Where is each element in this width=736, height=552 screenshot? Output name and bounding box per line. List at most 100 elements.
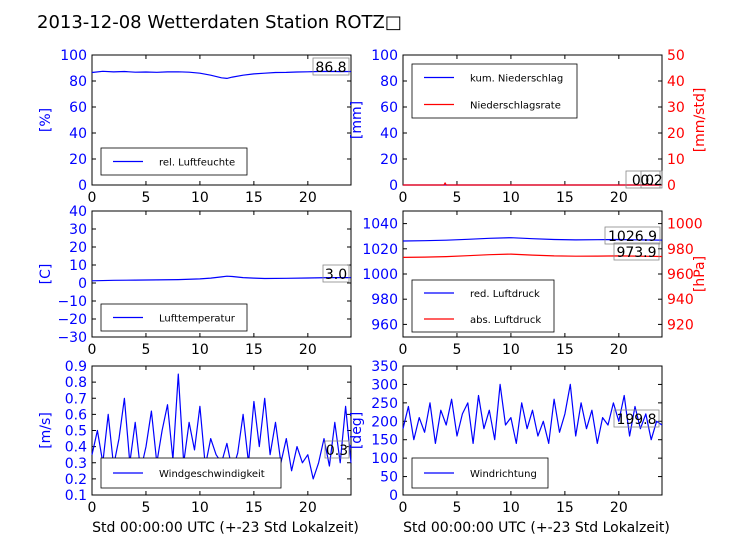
value-box	[604, 226, 661, 245]
x-tick-label: 0	[399, 190, 408, 206]
y2-tick-label: 10	[667, 152, 685, 168]
x-tick-label: 0	[88, 500, 97, 516]
x-tick-label: 0	[88, 342, 97, 358]
value-label: 0.2	[640, 173, 662, 189]
legend-label: rel. Luftfeuchte	[159, 158, 235, 169]
value-box	[613, 409, 660, 428]
y-tick-label: 1000	[362, 267, 398, 283]
y2-tick-label: 0	[667, 178, 676, 194]
y-tick-label: 0.4	[65, 440, 87, 456]
y2-tick-label: 940	[667, 292, 694, 308]
x-tick-label: 10	[191, 190, 209, 206]
y-tick-label: 0.9	[65, 359, 87, 375]
y-tick-label: −10	[57, 294, 87, 310]
legend-label: Windrichtung	[470, 469, 537, 480]
series-line-1	[91, 275, 351, 282]
y2-tick-label: 980	[667, 242, 694, 258]
value-box	[324, 440, 350, 459]
legend-label: Lufttemperatur	[159, 314, 236, 325]
y-tick-label: −20	[57, 312, 87, 328]
y-tick-label: 0.7	[65, 391, 87, 407]
value-label: 86.8	[315, 60, 346, 76]
legend-label: Windgeschwindigkeit	[159, 469, 265, 480]
y2-tick-label: 920	[667, 317, 694, 333]
y-tick-label: 80	[69, 74, 87, 90]
y2-tick-label: 960	[667, 267, 694, 283]
y-tick-label: −30	[57, 330, 87, 346]
value-label: 0.0	[632, 173, 654, 189]
x-tick-label: 10	[502, 190, 520, 206]
value-box	[640, 170, 663, 189]
value-label: 3.0	[325, 267, 347, 283]
y-tick-label: 960	[371, 317, 398, 333]
legend-label: abs. Luftdruck	[470, 315, 541, 326]
y-axis-label: [mm]	[349, 101, 365, 139]
y-tick-label: 0.3	[65, 456, 87, 472]
y-tick-label: 0	[78, 178, 87, 194]
legend-label: kum. Niederschlag	[470, 74, 563, 85]
y-tick-label: 0.6	[65, 407, 87, 423]
legend: Windgeschwindigkeit	[100, 457, 282, 489]
legend: rel. Luftfeuchte	[100, 147, 248, 176]
value-box	[613, 242, 660, 261]
legend-label: red. Luftdruck	[470, 289, 540, 300]
x-tick-label: 0	[88, 190, 97, 206]
legend-box	[411, 63, 578, 119]
x-tick-label: 10	[502, 342, 520, 358]
x-tick-label: 15	[556, 500, 574, 516]
x-tick-label: 0	[399, 500, 408, 516]
y-tick-label: 0.5	[65, 424, 87, 440]
x-tick-label: 20	[299, 342, 317, 358]
y-axis-label: [deg]	[349, 412, 365, 449]
series-line-2	[403, 182, 662, 186]
y-tick-label: 40	[69, 126, 87, 142]
y2-axis-label: [hPa]	[692, 256, 708, 292]
value-box	[312, 57, 350, 76]
y-axis-label: [C]	[38, 264, 54, 285]
y-tick-label: 20	[69, 152, 87, 168]
series-line-2	[402, 253, 663, 258]
y-tick-label: 100	[60, 48, 87, 64]
x-axis-label: Std 00:00:00 UTC (+-23 Std Lokalzeit)	[92, 520, 359, 536]
y2-axis-label: [mm/std]	[692, 88, 708, 153]
panel-1: 0 5 10 15 20 0 20 40 60 80 100 [%] rel. Luftfeuchte 8…	[38, 48, 352, 206]
x-tick-label: 10	[191, 500, 209, 516]
panel-3: 0 5 10 15 20 −30 −20 −10 0 10 20 30 40 [C] Lufttempera…	[38, 204, 352, 358]
panel-5: 0 5 10 15 200.10.20.30.40.50.60.70.80.9[m/s]…	[38, 359, 359, 536]
y-tick-label: 0.8	[65, 375, 87, 391]
x-tick-label: 20	[610, 500, 628, 516]
x-tick-label: 5	[452, 500, 461, 516]
y-tick-label: 60	[380, 100, 398, 116]
x-tick-label: 15	[556, 342, 574, 358]
legend: Windrichtung	[411, 457, 549, 489]
value-label: 1026.9	[608, 229, 657, 245]
x-tick-label: 5	[141, 190, 150, 206]
y-axis-label: [%]	[38, 108, 54, 132]
y-tick-label: 200	[371, 414, 398, 430]
x-tick-label: 20	[610, 342, 628, 358]
x-tick-label: 5	[452, 190, 461, 206]
y2-tick-label: 50	[667, 48, 685, 64]
y-tick-label: 250	[371, 396, 398, 412]
y-tick-label: 0	[78, 276, 87, 292]
y-axis-label: [m/s]	[38, 412, 54, 449]
value-label: 199.8	[616, 412, 656, 428]
x-tick-label: 15	[245, 342, 263, 358]
series-line-1	[91, 70, 352, 80]
y-tick-label: 0	[389, 178, 398, 194]
x-tick-label: 20	[299, 500, 317, 516]
y-tick-label: 40	[69, 204, 87, 220]
y-tick-label: 150	[371, 433, 398, 449]
y2-tick-label: 20	[667, 126, 685, 142]
x-tick-label: 15	[245, 500, 263, 516]
value-label: 0.3	[326, 443, 348, 459]
legend: red. Luftdruck abs. Luftdruck	[411, 279, 555, 333]
y2-tick-label: 1000	[667, 217, 703, 233]
y-tick-label: 1020	[362, 242, 398, 258]
legend: Lufttemperatur	[100, 303, 248, 332]
y-tick-label: 60	[69, 100, 87, 116]
x-tick-label: 20	[299, 190, 317, 206]
y-tick-label: 100	[371, 451, 398, 467]
